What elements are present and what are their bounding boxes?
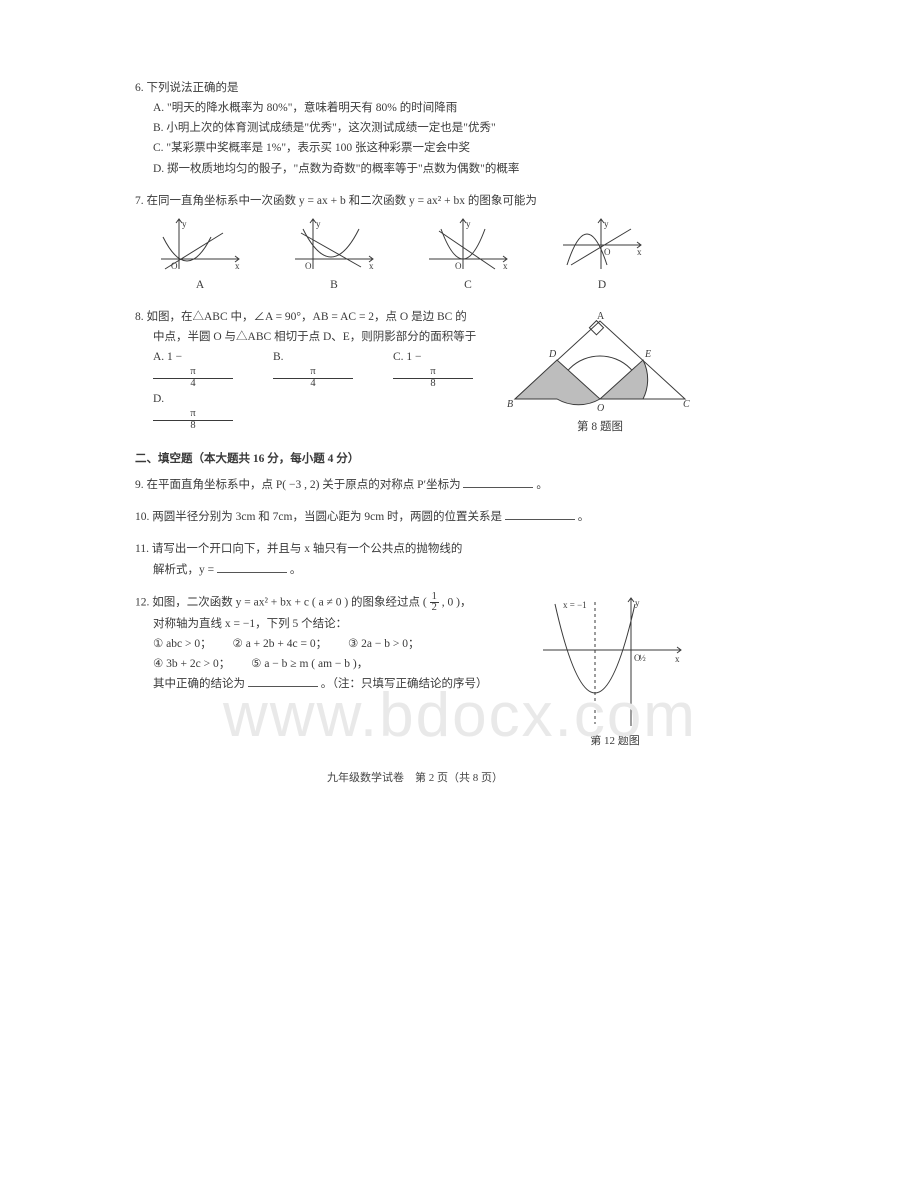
svg-text:O: O	[455, 261, 462, 271]
q8-text: 8. 如图，在△ABC 中，∠A = 90°，AB = AC = 2，点 O 是…	[135, 307, 487, 437]
question-10: 10. 两圆半径分别为 3cm 和 7cm，当圆心距为 9cm 时，两圆的位置关…	[135, 507, 695, 527]
q12-figure: y x O x = −1 ½ 第 12 题图	[535, 592, 695, 751]
q8-stem-1: 8. 如图，在△ABC 中，∠A = 90°，AB = AC = 2，点 O 是…	[135, 307, 487, 327]
q10-stem: 10. 两圆半径分别为 3cm 和 7cm，当圆心距为 9cm 时，两圆的位置关…	[135, 511, 502, 523]
q7-label-d: D	[559, 275, 645, 295]
q12-line5: 其中正确的结论为 。（注：只填写正确结论的序号）	[153, 674, 521, 694]
svg-text:x: x	[369, 261, 374, 271]
q12-item-1: ① abc > 0；	[153, 634, 212, 654]
q6-opt-a: A. "明天的降水概率为 80%"，意味着明天有 80% 的时间降雨	[153, 98, 695, 118]
question-12: 12. 如图，二次函数 y = ax² + bx + c ( a ≠ 0 ) 的…	[135, 592, 695, 751]
svg-text:C: C	[683, 399, 690, 410]
svg-text:y: y	[466, 219, 471, 229]
svg-text:y: y	[182, 219, 187, 229]
svg-text:O: O	[171, 261, 178, 271]
q7-label-a: A	[157, 275, 243, 295]
svg-text:A: A	[597, 311, 605, 322]
q12-item-4: ④ 3b + 2c > 0；	[153, 654, 230, 674]
question-7: 7. 在同一直角坐标系中一次函数 y = ax + b 和二次函数 y = ax…	[135, 191, 695, 295]
svg-text:E: E	[644, 349, 651, 360]
svg-text:y: y	[604, 219, 609, 229]
q9-end: 。	[536, 479, 548, 491]
q12-body: 对称轴为直线 x = −1，下列 5 个结论： ① abc > 0； ② a +…	[135, 614, 521, 695]
q7-graph-d: y x O	[559, 215, 645, 273]
question-8: 8. 如图，在△ABC 中，∠A = 90°，AB = AC = 2，点 O 是…	[135, 307, 695, 437]
q8-caption: 第 8 题图	[505, 417, 695, 437]
q8-opt-c: C. 1 − π8	[393, 347, 473, 389]
svg-text:O: O	[604, 247, 611, 257]
q7-choice-a: y x O A	[157, 215, 243, 295]
q12-item-2: ② a + 2b + 4c = 0；	[233, 634, 328, 654]
q12-line2: 对称轴为直线 x = −1，下列 5 个结论：	[153, 614, 521, 634]
q12-item-5: ⑤ a − b ≥ m ( am − b )，	[251, 654, 368, 674]
q6-opt-b: B. 小明上次的体育测试成绩是"优秀"，这次测试成绩一定也是"优秀"	[153, 118, 695, 138]
q12-caption: 第 12 题图	[535, 732, 695, 751]
q7-diagrams: y x O A y x O	[135, 215, 695, 295]
q8-opt-d: D. π8	[153, 389, 233, 431]
q11-line1: 11. 请写出一个开口向下，并且与 x 轴只有一个公共点的抛物线的	[135, 539, 695, 559]
q12-parabola-icon: y x O x = −1 ½	[535, 592, 685, 732]
q10-blank	[505, 510, 575, 520]
svg-text:x: x	[235, 261, 240, 271]
q11-blank	[217, 562, 287, 572]
q7-stem: 7. 在同一直角坐标系中一次函数 y = ax + b 和二次函数 y = ax…	[135, 191, 695, 211]
q7-graph-b: y x O	[291, 215, 377, 273]
q6-opt-d: D. 掷一枚质地均匀的骰子，"点数为奇数"的概率等于"点数为偶数"的概率	[153, 159, 695, 179]
q8-opt-b: B. π4	[273, 347, 353, 389]
q9-stem: 9. 在平面直角坐标系中，点 P( −3 , 2) 关于原点的对称点 P′坐标为	[135, 479, 461, 491]
q8-figure: A D E B C O 第 8 题图	[505, 307, 695, 437]
q12-item-3: ③ 2a − b > 0；	[348, 634, 420, 654]
q12-text: 12. 如图，二次函数 y = ax² + bx + c ( a ≠ 0 ) 的…	[135, 592, 521, 751]
svg-text:y: y	[635, 598, 640, 608]
q7-label-b: B	[291, 275, 377, 295]
svg-text:O: O	[305, 261, 312, 271]
q6-opt-c: C. "某彩票中奖概率是 1%"，表示买 100 张这种彩票一定会中奖	[153, 138, 695, 158]
svg-text:y: y	[316, 219, 321, 229]
svg-text:½: ½	[639, 653, 646, 663]
svg-text:D: D	[548, 349, 557, 360]
q8-triangle-icon: A D E B C O	[505, 307, 695, 417]
question-6: 6. 下列说法正确的是 A. "明天的降水概率为 80%"，意味着明天有 80%…	[135, 78, 695, 179]
svg-text:x = −1: x = −1	[563, 600, 587, 610]
q6-options: A. "明天的降水概率为 80%"，意味着明天有 80% 的时间降雨 B. 小明…	[135, 98, 695, 179]
q12-stem: 12. 如图，二次函数 y = ax² + bx + c ( a ≠ 0 ) 的…	[135, 592, 521, 614]
q8-opt-a: A. 1 − π4	[153, 347, 233, 389]
q7-graph-a: y x O	[157, 215, 243, 273]
q7-choice-d: y x O D	[559, 215, 645, 295]
q7-choice-c: y x O C	[425, 215, 511, 295]
q12-items-row1: ① abc > 0； ② a + 2b + 4c = 0； ③ 2a − b >…	[153, 634, 521, 654]
q7-choice-b: y x O B	[291, 215, 377, 295]
svg-text:x: x	[503, 261, 508, 271]
q10-end: 。	[578, 511, 590, 523]
q8-stem-2: 中点，半圆 O 与△ABC 相切于点 D、E，则阴影部分的面积等于	[135, 327, 487, 347]
q7-graph-c: y x O	[425, 215, 511, 273]
q12-blank	[248, 677, 318, 687]
svg-text:O: O	[597, 403, 604, 414]
page-footer: 九年级数学试卷 第 2 页（共 8 页）	[135, 769, 695, 788]
q9-blank	[463, 478, 533, 488]
svg-text:x: x	[675, 654, 680, 664]
exam-page: 6. 下列说法正确的是 A. "明天的降水概率为 80%"，意味着明天有 80%…	[135, 78, 695, 788]
question-11: 11. 请写出一个开口向下，并且与 x 轴只有一个公共点的抛物线的 解析式，y …	[135, 539, 695, 579]
q6-stem: 6. 下列说法正确的是	[135, 78, 695, 98]
svg-text:B: B	[507, 399, 513, 410]
section-2-heading: 二、填空题（本大题共 16 分，每小题 4 分）	[135, 449, 695, 469]
q8-options: A. 1 − π4 B. π4 C. 1 − π8 D. π8	[135, 347, 487, 431]
question-9: 9. 在平面直角坐标系中，点 P( −3 , 2) 关于原点的对称点 P′坐标为…	[135, 475, 695, 495]
q7-label-c: C	[425, 275, 511, 295]
q12-items-row2: ④ 3b + 2c > 0； ⑤ a − b ≥ m ( am − b )，	[153, 654, 521, 674]
svg-text:x: x	[637, 247, 642, 257]
q11-line2: 解析式，y = 。	[135, 560, 695, 580]
